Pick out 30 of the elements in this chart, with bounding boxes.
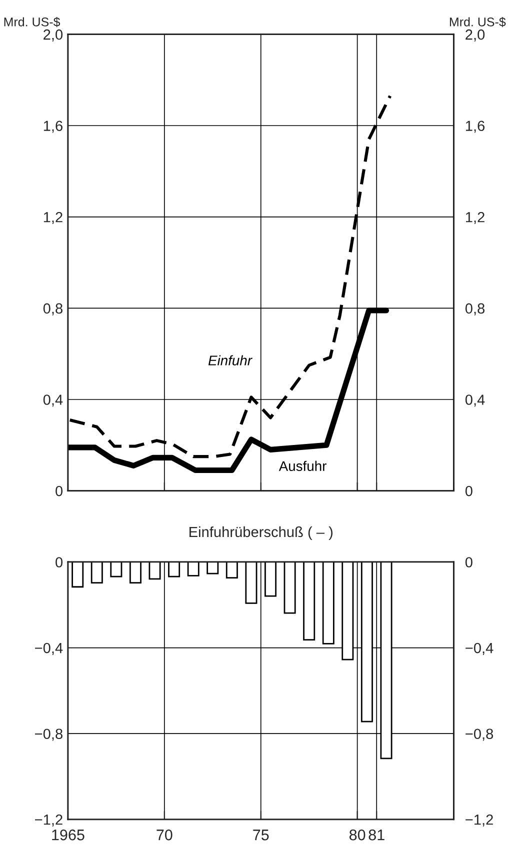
y2-tick-label: 1,6 <box>466 120 485 133</box>
y2-tick-label: −0,8 <box>466 728 494 741</box>
y-tick-label: −0,8 <box>35 728 62 741</box>
x-tick-label: 80 <box>349 830 366 840</box>
y-tick-label: −1,2 <box>35 814 62 827</box>
text: Einfuhr <box>208 355 252 366</box>
y-tick-label: 1,2 <box>44 212 62 224</box>
y2-tick-label: −0,4 <box>466 642 494 655</box>
y2-tick-label: −1,2 <box>466 814 493 827</box>
y2-tick-label: 2,0 <box>466 29 485 42</box>
y2-tick-label: 0,8 <box>465 303 485 316</box>
y-axis-title: Mrd. US-$ <box>4 16 60 28</box>
x-tick-label: 70 <box>156 830 172 840</box>
y-tick-label: 1,6 <box>44 120 62 133</box>
y-tick-label: 0,4 <box>43 394 63 407</box>
y-tick-label: 2,0 <box>44 29 63 42</box>
chart-title: Einfuhrüberschuß ( – ) <box>190 526 333 540</box>
y2-tick-label: 0 <box>465 486 472 496</box>
y-tick-label: −0,4 <box>35 642 63 655</box>
y2-axis-title: Mrd. US-$ <box>450 16 506 28</box>
y-tick-label: 0 <box>56 557 63 568</box>
y2-tick-label: 1,2 <box>466 212 484 224</box>
x-tick-label: 75 <box>253 830 269 840</box>
x-tick-label: 81 <box>368 830 384 840</box>
y2-tick-label: 0,4 <box>465 394 485 407</box>
series-label: Ausfuhr <box>278 460 326 472</box>
y-tick-label: 0,8 <box>43 303 62 316</box>
x-tick-label: 1965 <box>52 830 84 840</box>
y-tick-label: 0 <box>56 486 63 496</box>
y2-tick-label: 0 <box>465 557 472 568</box>
